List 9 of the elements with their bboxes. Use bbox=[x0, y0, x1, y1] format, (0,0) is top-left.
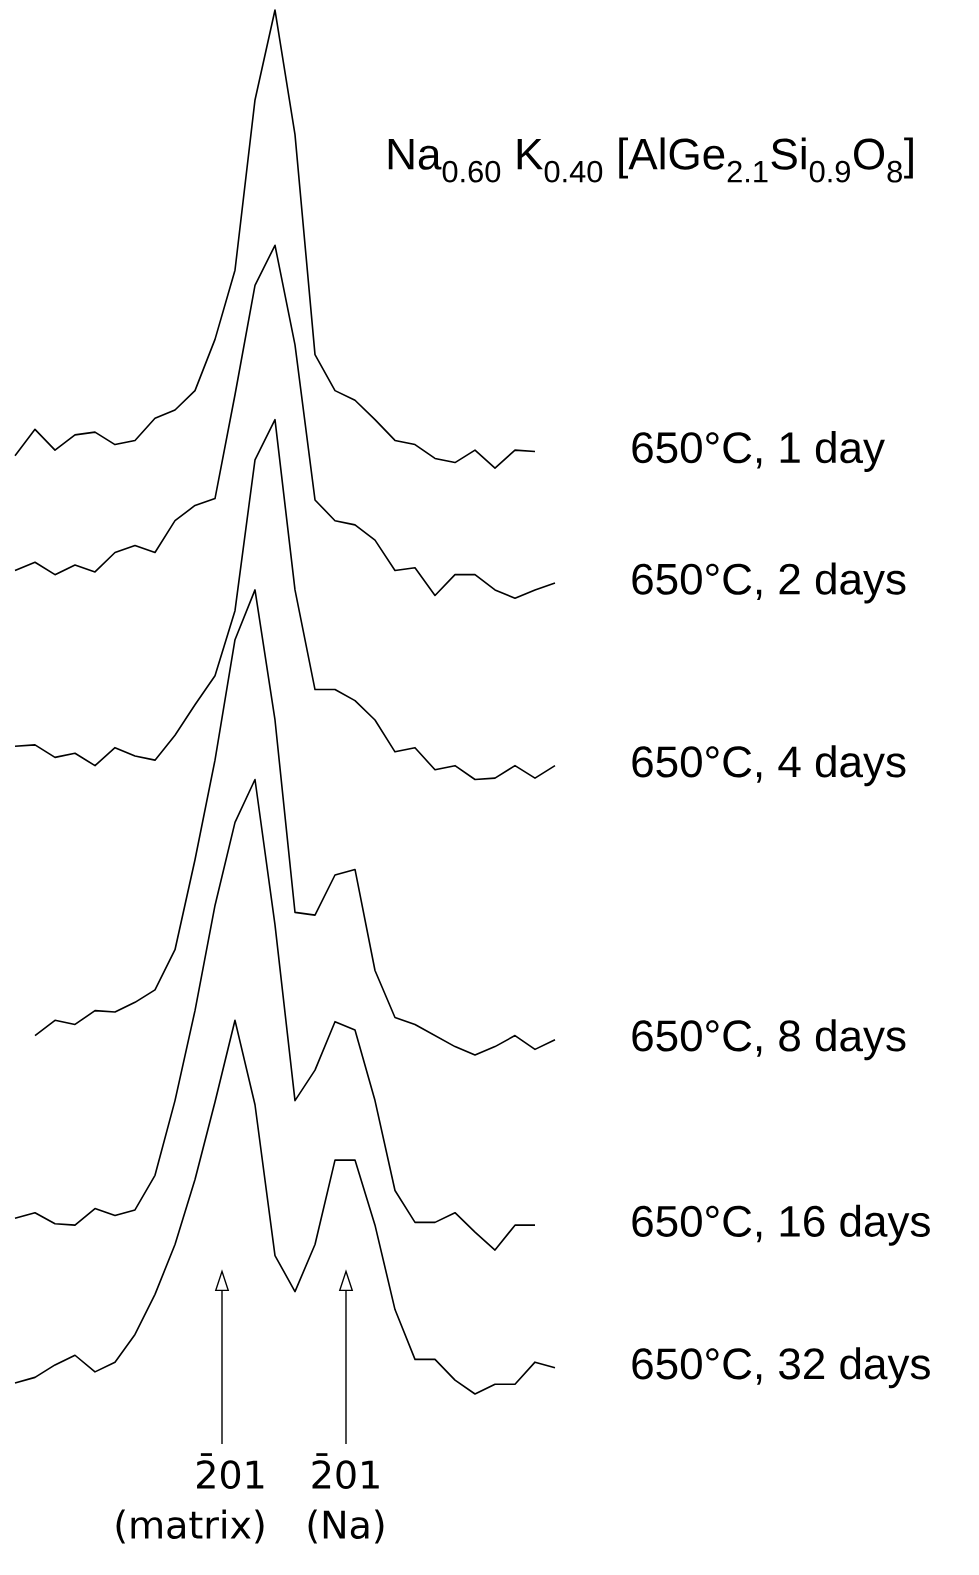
text: 650°C, 1 day bbox=[632, 430, 885, 472]
series-label: 650°C, 32 days bbox=[632, 1347, 930, 1389]
series-label: 650°C, 8 days bbox=[632, 1019, 906, 1061]
text: 650°C, 16 days bbox=[632, 1204, 930, 1246]
text: 2̄01 (Na) bbox=[308, 1453, 384, 1544]
text: 2̄01 (matrix) bbox=[116, 1453, 264, 1544]
chart-title: Na$_{0.60}$ K$_{0.40}$ [AlGe$_{2.1}$Si$_{0.9}$O$_{8}$] bbox=[388, 137, 913, 183]
series-label: 650°C, 2 days bbox=[632, 562, 906, 604]
series-label: 650°C, 4 days bbox=[632, 745, 906, 787]
